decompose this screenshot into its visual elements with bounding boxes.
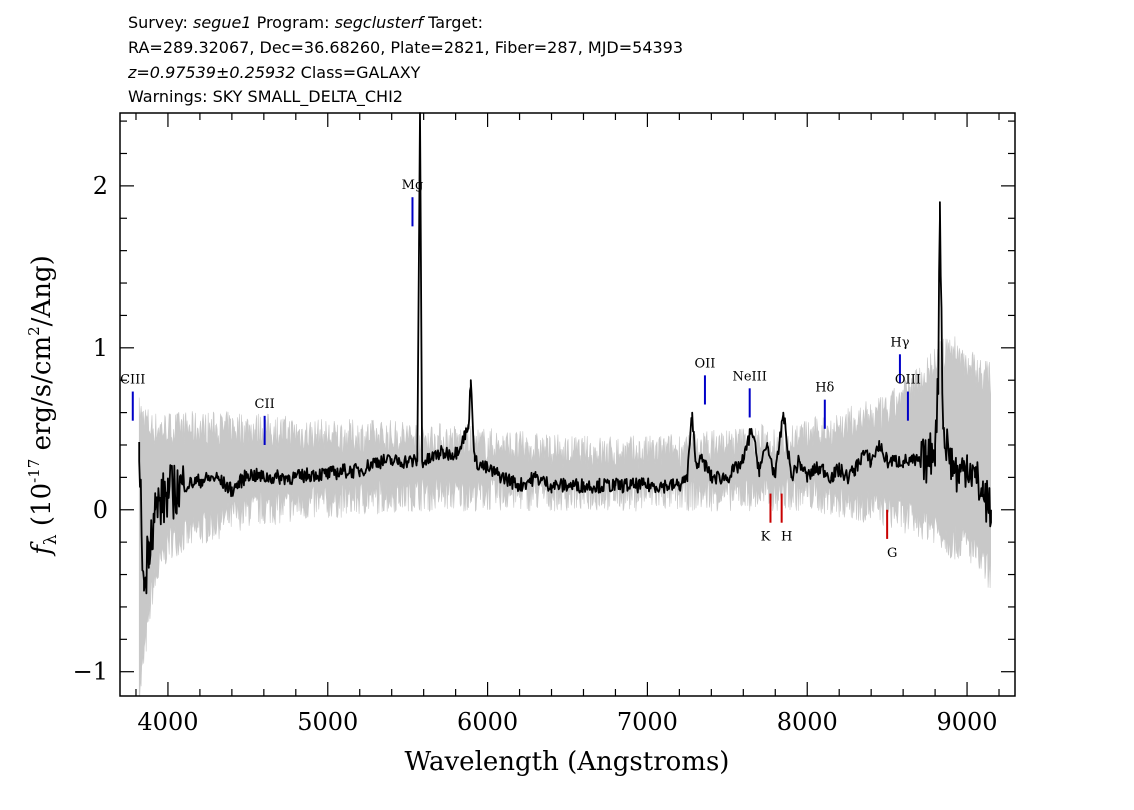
target-label: Target: — [428, 13, 483, 32]
flux-error-envelope — [138, 336, 992, 697]
flux-error-band — [138, 336, 992, 697]
emission-label: Hγ — [890, 335, 909, 350]
emission-label: NeIII — [732, 369, 766, 384]
axis-ticks — [120, 113, 1015, 696]
header-line-3: z=0.97539±0.25932 Class=GALAXY — [128, 64, 420, 82]
program-label: Program: — [256, 13, 330, 32]
header-line-2: RA=289.32067, Dec=36.68260, Plate=2821, … — [128, 38, 684, 57]
emission-label: CIII — [120, 373, 145, 388]
plot-frame — [119, 112, 1016, 697]
emission-label: OIII — [895, 373, 921, 388]
flux-series — [138, 112, 992, 595]
program-value: segclusterf — [334, 13, 423, 32]
header-warnings: Warnings: SKY SMALL_DELTA_CHI2 — [128, 87, 403, 106]
emission-label: OII — [694, 356, 715, 371]
x-axis-label: Wavelength (Angstroms) — [405, 747, 730, 777]
emission-label: Mg — [402, 178, 424, 193]
flux-line — [138, 112, 992, 595]
survey-value: segue1 — [192, 13, 252, 32]
x-tick-label: 5000 — [297, 708, 358, 736]
y-tick-label: 0 — [93, 496, 108, 524]
spectral-line-markers: CIII CII Mg OII NeIII Hδ Hγ OIII K H G — [120, 178, 921, 561]
y-tick-label: −1 — [73, 658, 108, 686]
absorption-label: K — [761, 530, 771, 545]
absorption-label: G — [887, 546, 897, 561]
y-tick-label: 1 — [93, 334, 108, 362]
class-value: Class=GALAXY — [300, 63, 421, 82]
emission-label: CII — [255, 397, 275, 412]
axis-tick-labels: 4000 5000 6000 7000 8000 9000 −1 0 1 2 — [73, 172, 998, 736]
emission-label: Hδ — [815, 381, 834, 396]
y-tick-label: 2 — [93, 172, 108, 200]
x-tick-label: 8000 — [777, 708, 838, 736]
x-tick-label: 9000 — [937, 708, 998, 736]
survey-label: Survey: — [128, 13, 188, 32]
x-tick-label: 7000 — [617, 708, 678, 736]
absorption-label: H — [781, 530, 792, 545]
y-axis-label: fλ (10-17 erg/s/cm2/Ang) — [25, 255, 61, 557]
x-tick-label: 4000 — [137, 708, 198, 736]
redshift-value: z=0.97539±0.25932 — [128, 63, 296, 82]
x-tick-label: 6000 — [457, 708, 518, 736]
header-line-1: Survey: segue1 Program: segclusterf Targ… — [128, 14, 483, 32]
